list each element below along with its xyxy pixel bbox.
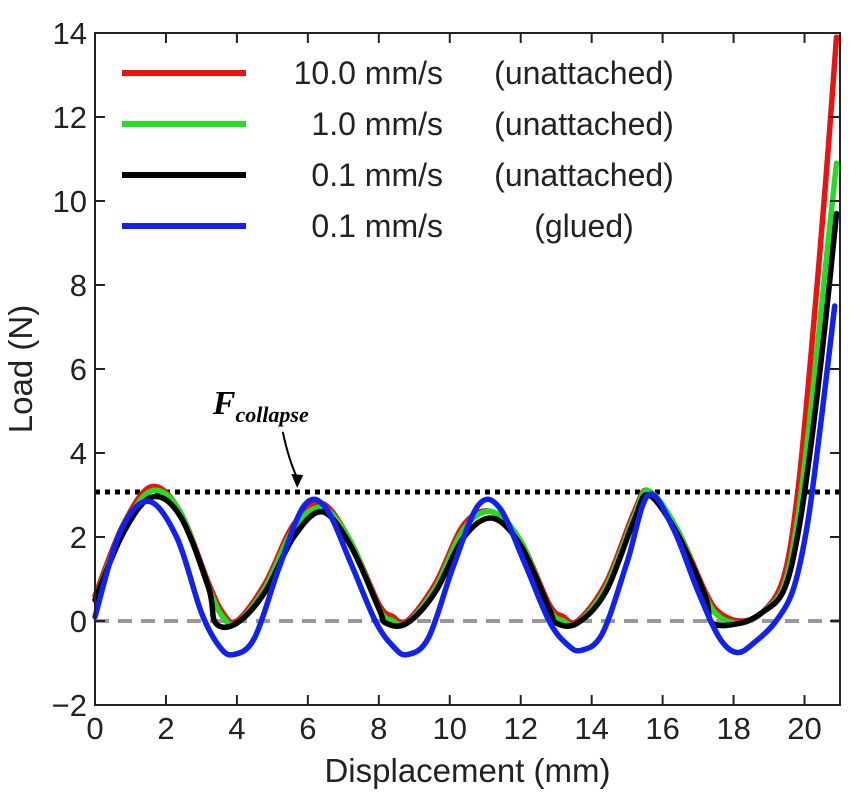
x-tick-label: 18 bbox=[716, 711, 750, 746]
legend-condition-3: (unattached) bbox=[494, 157, 674, 193]
f-collapse-arrowhead bbox=[291, 474, 304, 489]
legend: 10.0 mm/s (unattached) 1.0 mm/s (unattached… bbox=[122, 55, 674, 244]
legend-label-2: 1.0 mm/s bbox=[311, 106, 443, 142]
legend-label-3: 0.1 mm/s bbox=[311, 157, 443, 193]
f-collapse-symbol: F bbox=[212, 385, 236, 422]
f-collapse-annotation: Fcollapse bbox=[212, 385, 309, 489]
y-tick-label: 8 bbox=[70, 268, 87, 303]
y-tick-label: 10 bbox=[53, 184, 87, 219]
x-tick-label: 20 bbox=[787, 711, 821, 746]
x-axis-title: Displacement (mm) bbox=[324, 752, 610, 789]
series-lines bbox=[92, 34, 840, 658]
legend-condition-1: (unattached) bbox=[494, 55, 674, 91]
x-tick-label: 0 bbox=[86, 711, 103, 746]
x-tick-label: 6 bbox=[299, 711, 316, 746]
y-tick-label: 6 bbox=[70, 352, 87, 387]
f-collapse-subscript: collapse bbox=[235, 402, 309, 427]
series-line-4 bbox=[92, 303, 838, 658]
y-axis-title: Load (N) bbox=[2, 305, 39, 433]
legend-label-1: 10.0 mm/s bbox=[294, 55, 443, 91]
legend-label-4: 0.1 mm/s bbox=[311, 208, 443, 244]
f-collapse-label: Fcollapse bbox=[212, 385, 309, 427]
f-collapse-arrow bbox=[281, 431, 299, 479]
y-tick-label: 12 bbox=[53, 100, 87, 135]
legend-condition-2: (unattached) bbox=[494, 106, 674, 142]
series-line-3 bbox=[92, 210, 840, 631]
y-tick-label: 14 bbox=[53, 16, 87, 51]
legend-condition-4: (glued) bbox=[534, 208, 634, 244]
reference-lines bbox=[95, 489, 840, 623]
x-tick-label: 14 bbox=[574, 711, 608, 746]
x-tick-label: 4 bbox=[228, 711, 245, 746]
series-line-2 bbox=[92, 160, 840, 629]
y-tick-label: −2 bbox=[52, 688, 87, 723]
y-tick-label: 2 bbox=[70, 520, 87, 555]
y-tick-label: 4 bbox=[70, 436, 87, 471]
axis-ticks bbox=[94, 32, 840, 706]
x-tick-label: 16 bbox=[645, 711, 679, 746]
y-tick-label: 0 bbox=[70, 604, 87, 639]
plot-frame bbox=[94, 32, 841, 706]
x-tick-label: 8 bbox=[370, 711, 387, 746]
x-tick-label: 2 bbox=[157, 711, 174, 746]
x-tick-label: 12 bbox=[503, 711, 537, 746]
x-tick-label: 10 bbox=[433, 711, 467, 746]
